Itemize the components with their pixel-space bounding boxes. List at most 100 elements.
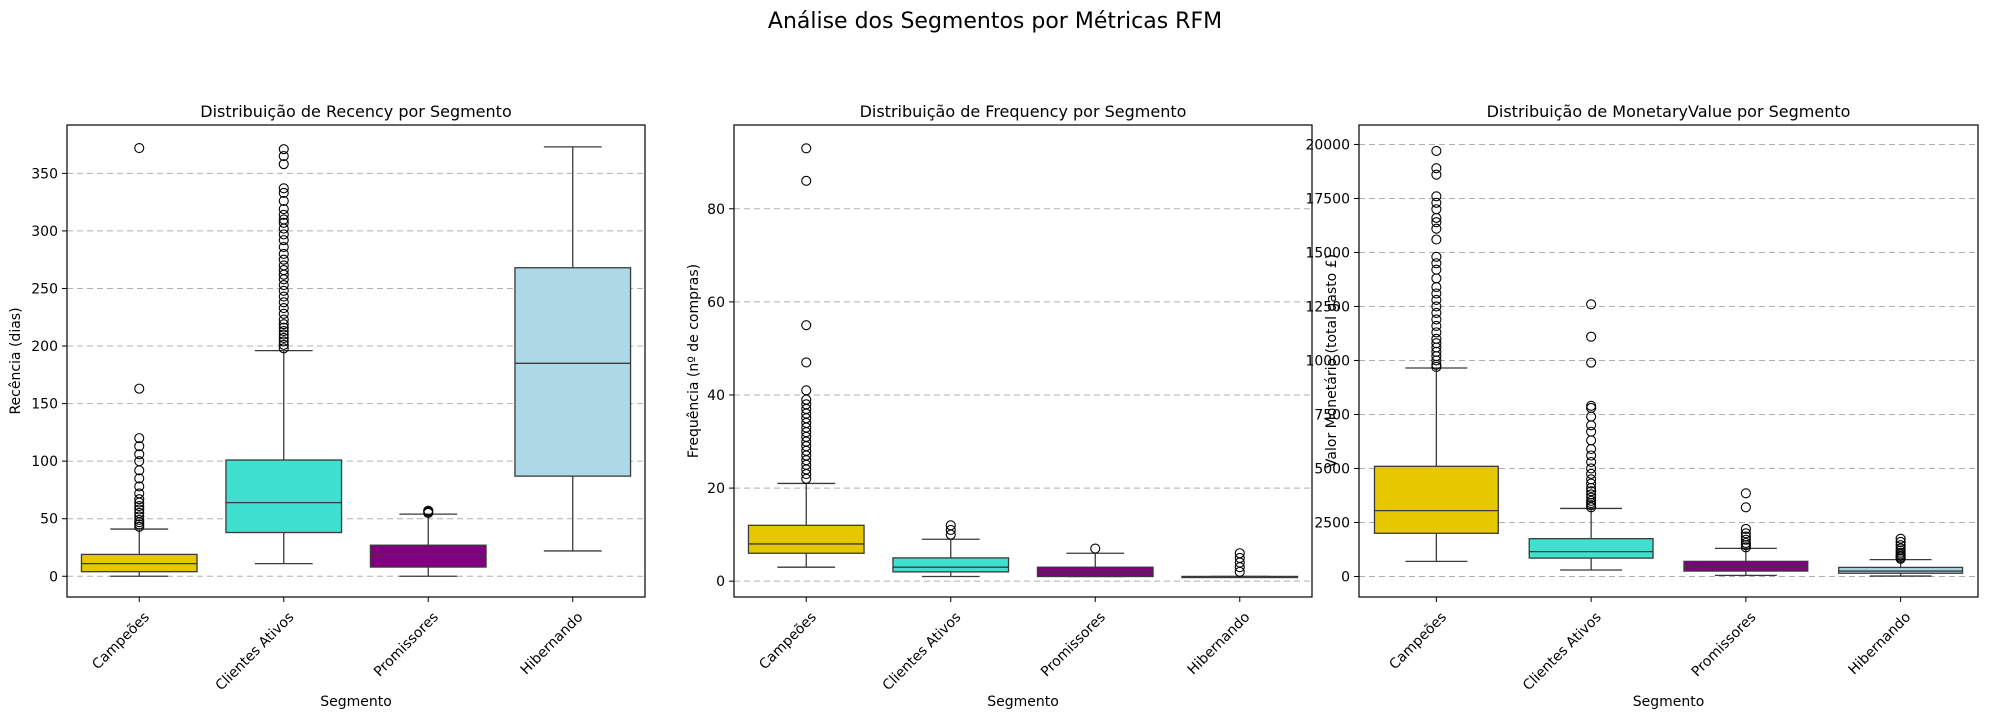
- iqr-box: [514, 267, 632, 477]
- outlier-point: [1586, 463, 1597, 474]
- iqr-box: [747, 524, 865, 554]
- outlier-point: [278, 214, 289, 225]
- outlier-point: [1431, 327, 1442, 338]
- outlier-point: [1740, 531, 1751, 542]
- outlier-point: [1431, 333, 1442, 344]
- outlier-point: [801, 143, 812, 154]
- box-clientes-ativos: [225, 144, 343, 565]
- outlier-point: [134, 456, 145, 467]
- y-tick-label: 350: [31, 166, 58, 182]
- outlier-point: [1431, 314, 1442, 325]
- outlier-point: [134, 514, 145, 525]
- box-clientes-ativos: [1528, 299, 1654, 571]
- outlier-point: [278, 241, 289, 253]
- outlier-point: [1586, 411, 1597, 422]
- outlier-point: [134, 519, 145, 530]
- outlier-point: [1431, 145, 1442, 156]
- panel-3: 0 2500 5000 7500 10000 12500 15000 17500 20000 Ca…: [1305, 102, 1979, 710]
- outlier-point: [278, 151, 289, 162]
- outlier-point: [278, 319, 289, 330]
- outlier-point: [134, 473, 145, 484]
- y-tick-label: 80: [707, 202, 725, 218]
- outlier-point: [1586, 331, 1597, 342]
- y-tick-label: 150: [31, 397, 58, 413]
- outlier-point: [134, 433, 145, 444]
- outlier-point: [1586, 420, 1597, 431]
- outlier-point: [1586, 400, 1597, 411]
- y-tick-label: 100: [31, 454, 58, 470]
- x-tick-label: Campeões: [89, 609, 153, 673]
- iqr-box: [225, 459, 343, 534]
- outlier-point: [278, 332, 289, 344]
- outlier-point: [278, 336, 289, 347]
- outlier-point: [1586, 492, 1597, 503]
- outlier-point: [1431, 204, 1442, 215]
- outlier-point: [278, 248, 289, 259]
- outlier-point: [1740, 537, 1751, 549]
- plot-frame: [1358, 124, 1979, 598]
- outlier-point: [423, 505, 434, 516]
- x-tick-label: Hibernando: [1845, 609, 1914, 678]
- x-tick-label: Promissores: [371, 609, 442, 680]
- outlier-point: [278, 159, 289, 170]
- box-clientes-ativos: [892, 520, 1010, 578]
- outlier-point: [1586, 478, 1597, 489]
- iqr-box: [1838, 566, 1964, 574]
- outlier-point: [278, 285, 289, 296]
- box-campeões: [747, 143, 865, 568]
- outlier-point: [134, 142, 145, 154]
- outlier-point: [134, 521, 145, 532]
- iqr-box: [1528, 538, 1654, 559]
- y-tick-label: 7500: [1314, 407, 1350, 423]
- outlier-point: [1895, 536, 1906, 547]
- x-axis-label: Segmento: [320, 694, 392, 710]
- y-tick-label: 0: [1341, 569, 1350, 585]
- outlier-point: [134, 481, 145, 492]
- outlier-point: [278, 254, 289, 265]
- y-tick-label: 5000: [1314, 461, 1350, 477]
- outlier-point: [278, 322, 289, 333]
- outlier-point: [1586, 402, 1597, 414]
- x-tick-label: Campeões: [1386, 609, 1450, 673]
- outlier-point: [134, 511, 145, 522]
- figure-title: Análise dos Segmentos por Métricas RFM: [768, 9, 1222, 34]
- outlier-point: [278, 187, 289, 198]
- outlier-point: [278, 144, 289, 155]
- y-tick-label: 40: [707, 388, 725, 404]
- outlier-point: [1740, 502, 1751, 513]
- iqr-box: [892, 557, 1010, 573]
- x-axis-label: Segmento: [1633, 694, 1705, 710]
- box-hibernando: [1181, 548, 1299, 579]
- y-axis-label: Frequência (nº de compras): [686, 264, 702, 458]
- y-tick-label: 20: [707, 481, 725, 497]
- outlier-point: [278, 297, 289, 308]
- outlier-point: [278, 279, 289, 291]
- y-tick-label: 60: [707, 295, 725, 311]
- panel-title: Distribuição de Frequency por Segmento: [860, 102, 1187, 121]
- x-tick-label: Promissores: [1038, 609, 1109, 680]
- outlier-point: [1586, 357, 1597, 368]
- y-tick-label: 15000: [1305, 245, 1350, 261]
- plot-frame: [66, 124, 646, 598]
- outlier-point: [278, 183, 289, 194]
- outlier-point: [1586, 474, 1597, 485]
- outlier-point: [278, 260, 289, 271]
- box-campeões: [1373, 145, 1499, 563]
- y-axis-label: Recência (dias): [8, 307, 24, 414]
- outlier-point: [1740, 488, 1751, 499]
- panel-title: Distribuição de Recency por Segmento: [200, 102, 511, 121]
- outlier-point: [1431, 273, 1442, 284]
- outlier-point: [278, 203, 289, 215]
- y-tick-label: 300: [31, 224, 58, 240]
- outlier-point: [945, 524, 956, 536]
- outlier-point: [1431, 307, 1442, 318]
- x-tick-label: Hibernando: [518, 609, 587, 678]
- outlier-point: [1740, 523, 1751, 535]
- outlier-point: [1234, 548, 1245, 559]
- y-tick-label: 50: [40, 512, 58, 528]
- outlier-point: [1090, 543, 1101, 554]
- iqr-box: [1373, 465, 1499, 534]
- x-tick-label: Promissores: [1689, 609, 1760, 680]
- y-axis-label: Valor Monetário (total gasto £): [1324, 254, 1340, 468]
- outlier-point: [278, 326, 289, 337]
